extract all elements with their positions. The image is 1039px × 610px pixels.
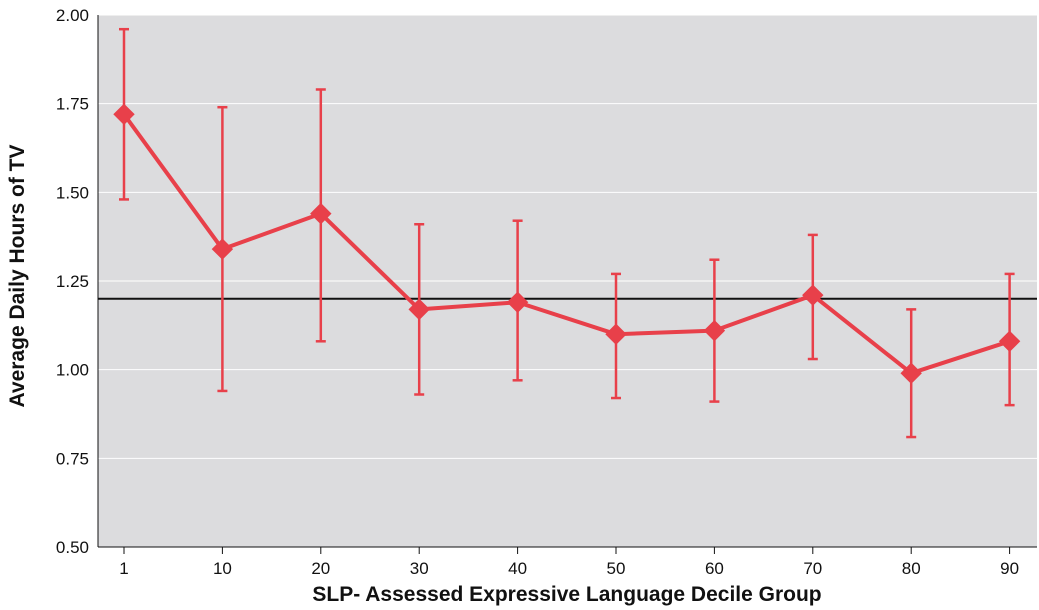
data-point <box>211 238 234 260</box>
x-tick-label: 70 <box>803 559 822 578</box>
x-tick-labels: 1 10 20 30 40 50 60 70 80 90 <box>119 547 1019 578</box>
y-tick-label: 0.50 <box>56 538 89 557</box>
data-point <box>408 298 430 321</box>
series-group <box>113 27 1021 439</box>
data-point <box>703 319 726 342</box>
x-tick-label: 90 <box>1000 559 1019 578</box>
series-line <box>122 113 1011 376</box>
y-tick-label: 0.75 <box>56 449 89 468</box>
data-point <box>113 103 135 126</box>
data-point <box>506 291 529 313</box>
x-tick-label: 10 <box>213 559 232 578</box>
data-point <box>998 330 1021 353</box>
y-tick-label: 1.75 <box>56 95 89 114</box>
x-tick-label: 1 <box>119 559 128 578</box>
y-tick-label: 1.50 <box>56 183 89 202</box>
x-tick-label: 50 <box>607 559 626 578</box>
y-axis-title: Average Daily Hours of TV <box>6 145 29 408</box>
data-point <box>802 284 824 306</box>
x-tick-label: 30 <box>410 559 429 578</box>
data-point <box>310 202 332 225</box>
x-tick-label: 60 <box>705 559 724 578</box>
y-tick-label: 1.00 <box>56 361 89 380</box>
x-tick-label: 80 <box>902 559 921 578</box>
y-tick-labels: 0.50 0.75 1.00 1.25 1.50 1.75 2.00 <box>56 6 89 557</box>
data-point <box>605 323 627 345</box>
x-tick-label: 20 <box>311 559 330 578</box>
y-tick-label: 1.25 <box>56 272 89 291</box>
x-axis-title: SLP- Assessed Expressive Language Decile… <box>312 583 821 606</box>
x-tick-label: 40 <box>508 559 527 578</box>
data-point <box>900 362 922 384</box>
gridlines <box>97 14 1037 548</box>
y-tick-label: 2.00 <box>56 6 89 25</box>
